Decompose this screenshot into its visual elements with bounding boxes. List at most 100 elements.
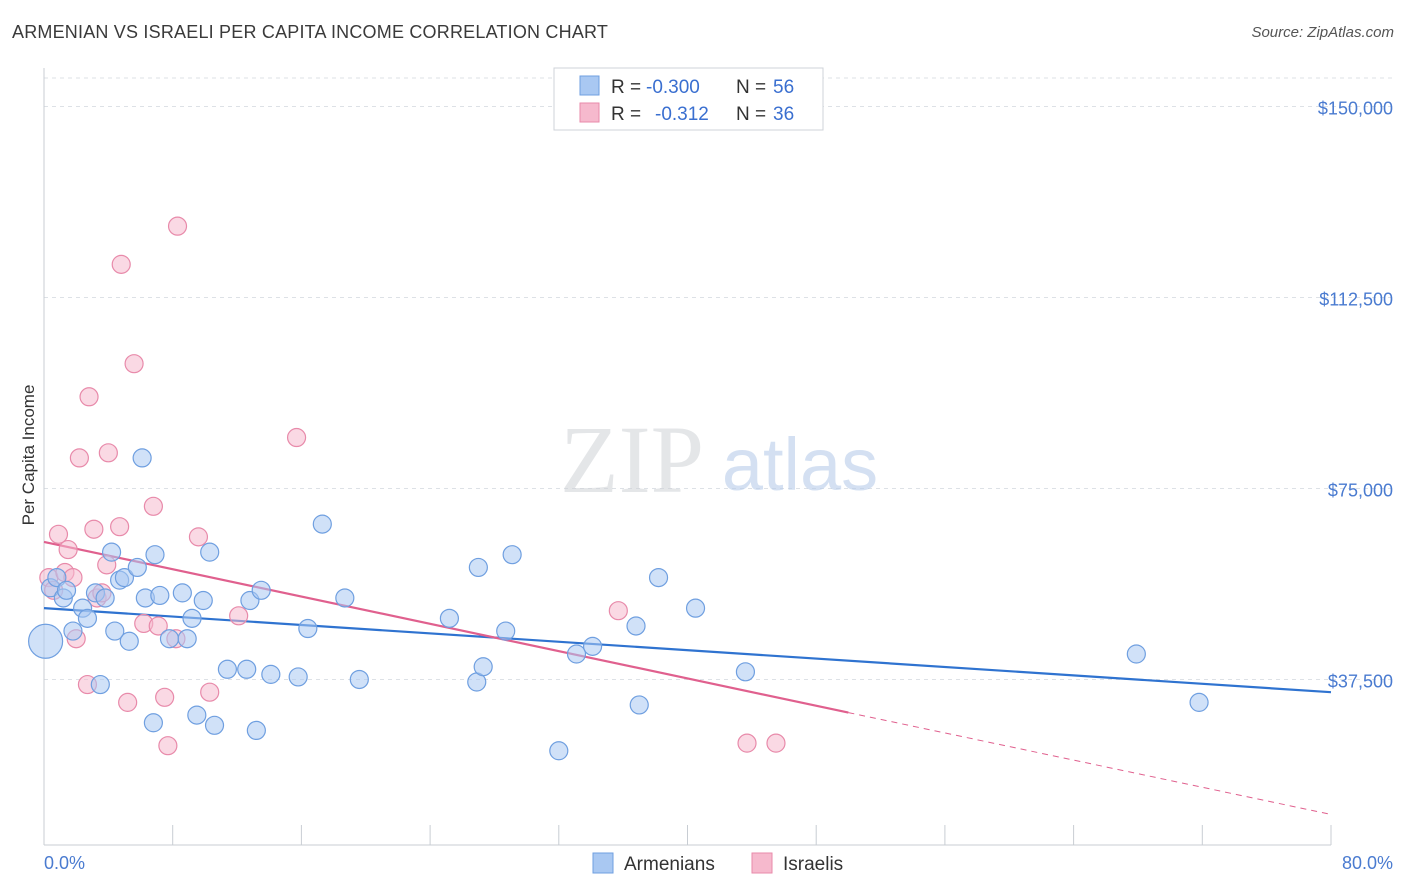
armenians-point [217,659,237,679]
israelis-point [188,527,209,547]
israelis-point [111,254,131,274]
armenians-point [159,629,180,649]
y-tick-label: $75,000 [1328,480,1393,500]
armenians-point [549,741,569,761]
israelis-point [69,448,89,468]
chart-title: ARMENIAN VS ISRAELI PER CAPITA INCOME CO… [12,22,609,42]
gridlines [44,77,1395,680]
armenians-point [288,667,308,687]
armenians-point [468,557,488,578]
armenians-point [28,623,64,659]
armenians-point [335,588,355,608]
israelis-point [84,519,104,539]
armenians-point [119,631,139,651]
armenians-point [200,542,220,562]
israelis-r-label: R = [611,104,641,125]
israelis-point [48,524,69,544]
y-tick-label: $112,500 [1319,289,1393,309]
legend-armenians-label: Armenians [624,854,715,875]
israelis-r-value: -0.312 [655,104,709,125]
armenians-point [1126,644,1146,664]
armenians-point [204,715,225,735]
israelis-point [200,682,220,702]
armenians-point [187,705,207,725]
armenians-point [95,588,115,608]
stats-legend: R = -0.300 N = 56 R = -0.312 N = 36 [553,67,824,131]
y-tick-label: $37,500 [1328,671,1393,691]
armenians-points [28,448,1209,761]
armenians-point [312,514,332,534]
israelis-point [155,687,175,707]
series-legend: Armenians Israelis [592,852,843,875]
legend-israelis-label: Israelis [783,854,843,875]
y-tick-labels: $37,500 $75,000 $112,500 $150,000 [1318,98,1393,691]
armenians-r-value: -0.300 [646,77,700,98]
armenians-point [127,557,147,578]
armenians-point [132,448,152,468]
israelis-point [608,601,628,621]
trend-lines [43,540,1332,815]
israelis-n-label: N = [736,104,766,125]
israelis-trend-extension [848,712,1332,815]
israelis-n-value: 36 [773,104,794,125]
israelis-point [158,736,178,756]
armenians-point [101,542,122,562]
armenians-point [502,545,522,565]
armenians-point [473,657,493,677]
armenians-point [182,608,202,628]
armenians-point [177,629,197,649]
israelis-point [167,216,188,236]
armenians-point [105,621,125,641]
armenians-n-value: 56 [773,77,794,98]
x-tick-label-min: 0.0% [44,853,85,873]
armenians-point [1189,692,1209,712]
armenians-point [172,583,192,603]
armenians-r-label: R = [611,77,641,98]
israelis-point [143,496,163,516]
legend-armenians-swatch [592,852,614,874]
armenians-point [56,580,77,600]
watermark-atlas: atlas [722,423,878,506]
israelis-point [229,606,249,626]
israelis-point [286,427,307,448]
armenians-point [143,713,163,733]
israelis-point [110,517,130,537]
armenians-point [114,567,135,588]
armenians-point [735,662,756,682]
axes [43,68,1332,846]
armenians-point [237,659,257,679]
armenians-point [648,567,669,588]
armenians-point [439,608,460,628]
israelis-point [737,733,757,753]
israelis-point [118,692,138,712]
israelis-point [79,387,99,407]
armenians-point [77,608,98,628]
armenians-trend-line [43,607,1332,694]
x-tick-label-max: 80.0% [1342,853,1393,873]
armenians-swatch [579,75,600,96]
armenians-point [298,618,318,639]
armenians-point [566,644,587,664]
armenians-point [47,567,67,588]
y-axis-title: Per Capita Income [19,385,38,526]
armenians-point [496,621,516,641]
armenians-point [626,616,646,636]
israelis-point [124,354,144,374]
israelis-point [98,443,118,463]
israelis-point [148,616,168,636]
armenians-n-label: N = [736,77,766,98]
watermark: ZIP atlas [560,406,878,513]
armenians-point [582,636,603,656]
armenians-point [246,720,266,741]
chart-source: Source: ZipAtlas.com [1251,24,1394,41]
israelis-point [58,539,78,560]
watermark-zip: ZIP [560,406,704,513]
armenians-point [629,695,649,715]
armenians-point [63,621,83,641]
armenians-point [145,545,165,565]
armenians-point [261,664,281,684]
armenians-point [349,669,369,690]
armenians-point [193,590,213,611]
y-tick-label: $150,000 [1318,98,1393,118]
